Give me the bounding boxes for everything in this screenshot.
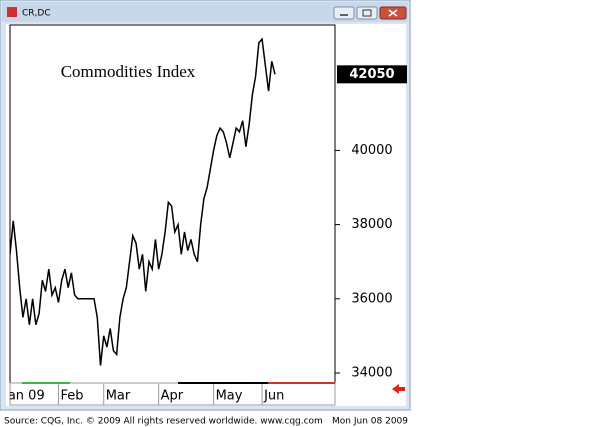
y-tick-label: 36000 (351, 291, 392, 306)
y-tick-label: 40000 (351, 143, 392, 158)
date-stamp: Mon Jun 08 2009 (332, 417, 408, 427)
x-axis-labels: Jan 09 Feb Mar Apr May Jun (3, 384, 284, 405)
window-title: CR,DC (22, 9, 51, 19)
x-tick-label: Feb (60, 389, 83, 404)
plot-area (9, 24, 336, 384)
maximize-button[interactable] (356, 6, 378, 20)
x-tick-label: May (216, 389, 243, 404)
last-value-label: 42050 (349, 67, 394, 82)
window-icon (7, 7, 17, 17)
price-line (10, 37, 276, 366)
title-bar (2, 2, 408, 22)
source-note: Source: CQG, Inc. © 2009 All rights rese… (4, 417, 323, 427)
strip-marker (178, 382, 268, 384)
x-tick-label: Jan 09 (3, 389, 45, 404)
strip-marker (268, 382, 335, 384)
series (10, 37, 276, 366)
y-tick-label: 38000 (351, 217, 392, 232)
strip-marker (22, 382, 70, 384)
x-tick-label: Mar (106, 389, 131, 404)
scroll-arrow[interactable] (392, 384, 405, 394)
x-tick-label: Jun (263, 389, 284, 404)
chart-title: Commodities Index (61, 62, 196, 81)
minimize-button[interactable] (333, 6, 355, 20)
last-value-box (337, 65, 407, 84)
y-tick-label: 34000 (351, 365, 392, 380)
x-tick-label: Apr (161, 389, 184, 404)
